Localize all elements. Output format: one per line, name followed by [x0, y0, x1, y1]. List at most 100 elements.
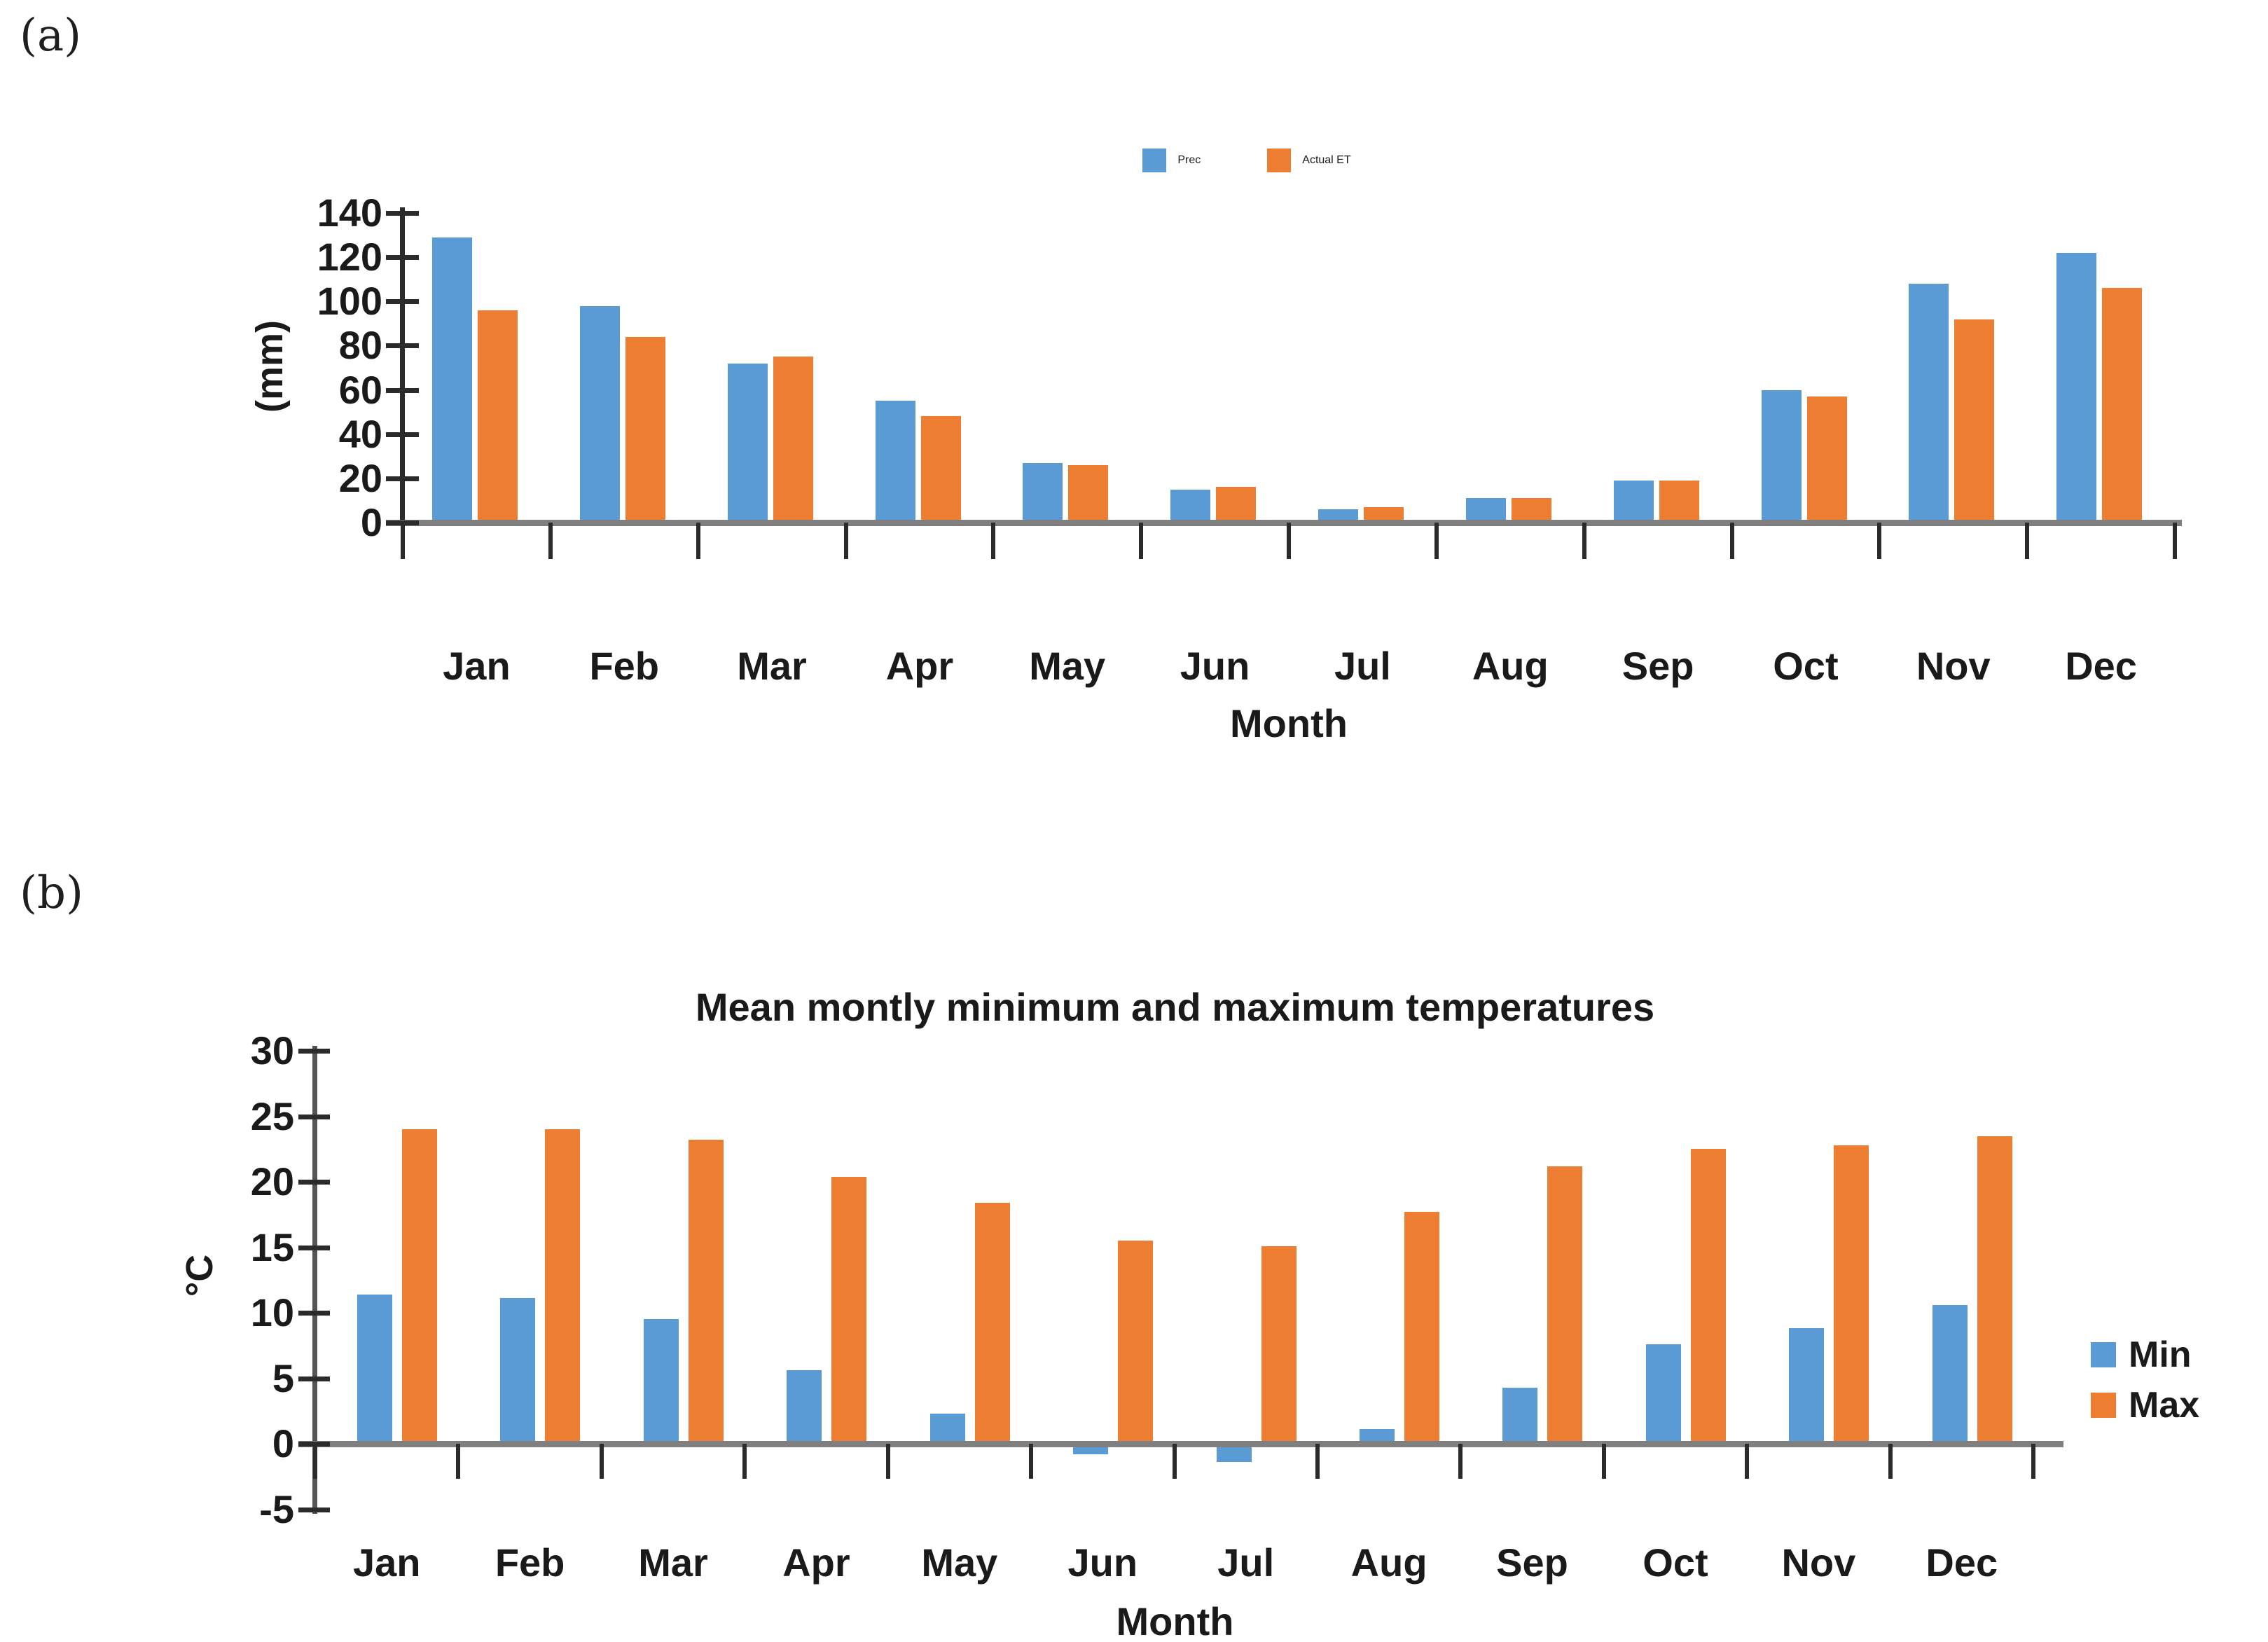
bar-max-dec	[1977, 1136, 2012, 1444]
prec-legend-swatch	[1142, 149, 1167, 172]
bar-prec-mar	[727, 363, 768, 523]
bar-actual-et-aug	[1511, 498, 1551, 523]
chart-b-title: Mean montly minimum and maximum temperat…	[695, 985, 1655, 1029]
y-tick-10	[298, 1311, 330, 1316]
x-tick-0	[313, 1444, 317, 1479]
y-tick-60	[386, 387, 419, 393]
legend-item-actual-et: Actual ET	[1267, 149, 1351, 172]
x-category-label-oct: Oct	[1773, 644, 1839, 688]
y-tick-label-100: 100	[317, 279, 382, 324]
bar-actual-et-oct	[1806, 396, 1847, 523]
min-legend-label: Min	[2129, 1334, 2192, 1375]
chart-a-legend: Prec Actual ET	[361, 149, 2133, 172]
x-category-label-nov: Nov	[1781, 1540, 1856, 1585]
x-tick-8	[1582, 523, 1586, 559]
x-tick-7	[1434, 523, 1439, 559]
bar-actual-et-nov	[1954, 319, 1995, 523]
bar-min-may	[929, 1413, 965, 1444]
x-category-label-jul: Jul	[1217, 1540, 1275, 1585]
x-tick-6	[1172, 1444, 1177, 1479]
bar-prec-feb	[579, 305, 620, 523]
bar-actual-et-jul	[1364, 506, 1404, 523]
x-tick-5	[1139, 523, 1144, 559]
x-category-label-aug: Aug	[1472, 644, 1549, 688]
y-tick-label-140: 140	[317, 191, 382, 235]
x-category-label-oct: Oct	[1643, 1540, 1708, 1585]
bar-min-jun	[1073, 1447, 1109, 1455]
legend-item-min: Min	[2091, 1337, 2192, 1373]
chart-b-y-axis-line	[312, 1046, 317, 1514]
y-tick-label-30: 30	[250, 1028, 294, 1072]
x-category-label-jun: Jun	[1180, 644, 1250, 688]
x-category-label-apr: Apr	[782, 1540, 850, 1585]
bar-min-apr	[787, 1370, 822, 1444]
bar-min-jul	[1216, 1447, 1252, 1463]
x-tick-2	[599, 1444, 604, 1479]
bar-prec-jun	[1170, 489, 1211, 523]
x-tick-9	[1601, 1444, 1606, 1479]
x-category-label-sep: Sep	[1496, 1540, 1568, 1585]
bar-prec-oct	[1761, 389, 1802, 523]
bar-min-sep	[1502, 1387, 1538, 1444]
x-category-label-mar: Mar	[737, 644, 807, 688]
y-tick-label-20: 20	[250, 1159, 294, 1203]
y-tick-20	[298, 1180, 330, 1185]
bar-min-jan	[357, 1294, 392, 1444]
bar-prec-jul	[1318, 509, 1358, 523]
bar-min-feb	[500, 1298, 536, 1444]
y-tick-25	[298, 1114, 330, 1119]
y-tick-label-0: 0	[360, 500, 382, 544]
y-tick-15	[298, 1245, 330, 1250]
bar-prec-nov	[1909, 284, 1949, 523]
x-tick-8	[1458, 1444, 1463, 1479]
x-tick-11	[2025, 523, 2030, 559]
y-tick-label-60: 60	[338, 367, 382, 412]
bar-max-oct	[1690, 1149, 1726, 1444]
max-legend-label: Max	[2129, 1385, 2200, 1426]
bar-min-aug	[1359, 1429, 1395, 1444]
y-tick-label-15: 15	[250, 1224, 294, 1269]
x-category-label-mar: Mar	[638, 1540, 708, 1585]
chart-b-x-axis-line	[298, 1441, 2063, 1447]
x-tick-1	[456, 1444, 461, 1479]
y-tick-label--5: -5	[259, 1486, 294, 1531]
y-tick-30	[298, 1049, 330, 1054]
y-tick-label-20: 20	[338, 455, 382, 500]
x-tick-2	[696, 523, 700, 559]
x-tick-3	[843, 523, 848, 559]
x-category-label-dec: Dec	[1925, 1540, 1998, 1585]
x-category-label-jun: Jun	[1067, 1540, 1138, 1585]
x-category-label-sep: Sep	[1622, 644, 1694, 688]
y-tick-140	[386, 211, 419, 216]
x-tick-10	[1745, 1444, 1750, 1479]
x-tick-4	[991, 523, 996, 559]
bar-max-aug	[1404, 1212, 1439, 1444]
bar-max-may	[974, 1202, 1010, 1444]
bar-max-sep	[1547, 1166, 1583, 1444]
bar-prec-dec	[2056, 252, 2097, 523]
bar-prec-may	[1023, 462, 1063, 523]
x-category-label-aug: Aug	[1350, 1540, 1427, 1585]
x-tick-12	[2031, 1444, 2035, 1479]
x-category-label-may: May	[1029, 644, 1106, 688]
bar-actual-et-mar	[773, 357, 813, 523]
y-tick-label-5: 5	[272, 1355, 294, 1400]
bar-min-mar	[643, 1319, 679, 1444]
x-tick-4	[885, 1444, 890, 1479]
x-tick-0	[401, 523, 405, 559]
bar-prec-jan	[432, 237, 472, 523]
prec-legend-label: Prec	[1177, 154, 1201, 166]
y-tick-5	[298, 1376, 330, 1381]
x-category-label-dec: Dec	[2065, 644, 2137, 688]
x-tick-6	[1287, 523, 1291, 559]
bar-min-oct	[1645, 1344, 1681, 1444]
actual-et-legend-swatch	[1267, 149, 1292, 172]
bar-prec-apr	[875, 401, 915, 523]
chart-a-x-axis-title: Month	[1230, 701, 1348, 745]
x-tick-1	[548, 523, 553, 559]
legend-item-max: Max	[2091, 1387, 2199, 1423]
legend-item-prec: Prec	[1142, 149, 1201, 172]
x-category-label-may: May	[921, 1540, 998, 1585]
y-tick--5	[298, 1507, 330, 1512]
bar-actual-et-jan	[478, 310, 518, 523]
